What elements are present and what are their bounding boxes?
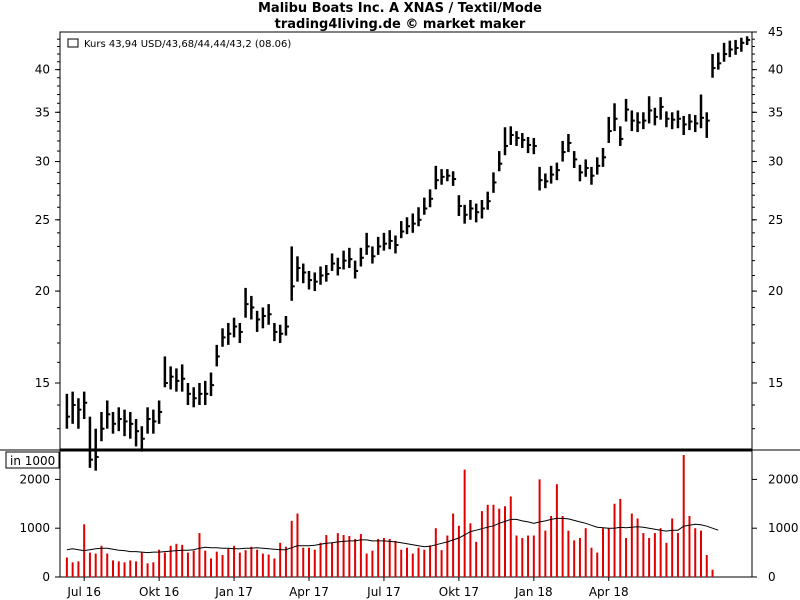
volume-tick-label: 0 xyxy=(42,570,50,584)
chart-subtitle: trading4living.de © market maker xyxy=(274,17,526,32)
y-tick-label: 25 xyxy=(35,213,50,227)
volume-unit-frame xyxy=(5,451,60,469)
volume-bars xyxy=(65,455,714,577)
y-tick-label: 20 xyxy=(768,284,783,298)
y-tick-label: 30 xyxy=(35,155,50,169)
y-tick-label: 30 xyxy=(768,155,783,169)
x-tick-label: Apr 17 xyxy=(289,585,329,599)
price-axis-right: 15 20 25 30 35 40 45 xyxy=(752,25,783,430)
y-tick-label: 35 xyxy=(768,105,783,119)
price-panel-frame xyxy=(59,31,753,450)
y-tick-label: 15 xyxy=(768,376,783,390)
volume-average xyxy=(66,517,719,554)
x-tick-label: Jul 17 xyxy=(366,585,401,599)
legend-text: Kurs 43,94 USD/43,68/44,44/43,2 (08.06) xyxy=(84,39,291,50)
x-tick-label: Okt 17 xyxy=(439,585,479,599)
volume-tick-label: 2000 xyxy=(19,472,50,486)
volume-tick-label: 0 xyxy=(768,570,776,584)
y-tick-label: 45 xyxy=(768,25,783,39)
volume-tick-label: 2000 xyxy=(768,472,799,486)
y-tick-label: 40 xyxy=(768,63,783,77)
volume-tick-label: 1000 xyxy=(19,521,50,535)
volume-axis-right: 0 1000 2000 xyxy=(752,472,799,584)
volume-axis-left: 0 1000 2000 xyxy=(19,472,60,584)
x-tick-label: Okt 16 xyxy=(139,585,179,599)
x-axis: Jul 16 Okt 16 Jan 17 Apr 17 Jul 17 Okt 17 Jan … xyxy=(66,577,629,599)
x-tick-label: Jan 18 xyxy=(514,585,553,599)
legend-swatch xyxy=(67,38,79,48)
y-tick-label: 40 xyxy=(35,63,50,77)
x-tick-label: Jan 17 xyxy=(214,585,253,599)
volume-unit-box: in 1000 xyxy=(5,451,60,469)
x-tick-label: Apr 18 xyxy=(589,585,629,599)
y-tick-label: 35 xyxy=(35,105,50,119)
y-tick-label: 25 xyxy=(768,213,783,227)
chart-title: Malibu Boats Inc. A XNAS / Textil/Mode xyxy=(258,1,542,16)
volume-unit-label: in 1000 xyxy=(10,454,55,468)
price-bars xyxy=(65,36,751,471)
y-tick-label: 15 xyxy=(35,376,50,390)
y-tick-label: 20 xyxy=(35,284,50,298)
volume-tick-label: 1000 xyxy=(768,521,799,535)
x-tick-label: Jul 16 xyxy=(66,585,101,599)
price-axis-left: 15 20 25 30 35 40 xyxy=(35,38,60,430)
legend: Kurs 43,94 USD/43,68/44,44/43,2 (08.06) xyxy=(67,38,291,50)
volume-average-line xyxy=(66,517,719,554)
